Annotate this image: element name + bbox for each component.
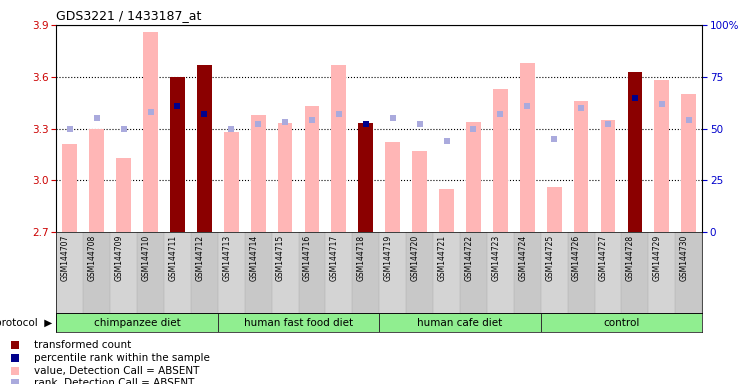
Bar <box>406 232 433 313</box>
Bar <box>56 313 218 332</box>
Text: GSM144711: GSM144711 <box>168 235 177 281</box>
Text: GSM144709: GSM144709 <box>115 235 124 281</box>
Bar <box>331 65 346 232</box>
Bar <box>251 115 266 232</box>
Bar <box>83 232 110 313</box>
Bar <box>654 80 669 232</box>
Bar <box>305 106 319 232</box>
Text: control: control <box>603 318 640 328</box>
Text: transformed count: transformed count <box>34 339 131 350</box>
Text: GSM144730: GSM144730 <box>680 235 689 281</box>
Bar <box>622 232 648 313</box>
Text: GSM144728: GSM144728 <box>626 235 635 281</box>
Bar <box>385 142 400 232</box>
Bar <box>675 232 702 313</box>
Text: GSM144725: GSM144725 <box>545 235 554 281</box>
Text: GSM144727: GSM144727 <box>599 235 608 281</box>
Bar <box>648 232 675 313</box>
Text: GSM144717: GSM144717 <box>330 235 339 281</box>
Text: percentile rank within the sample: percentile rank within the sample <box>34 353 210 362</box>
Text: GSM144715: GSM144715 <box>276 235 285 281</box>
Bar <box>379 313 541 332</box>
Bar <box>170 77 185 232</box>
Bar <box>574 101 589 232</box>
Bar <box>433 232 460 313</box>
Text: human cafe diet: human cafe diet <box>418 318 502 328</box>
Bar <box>541 232 568 313</box>
Text: GSM144714: GSM144714 <box>249 235 258 281</box>
Bar <box>224 132 239 232</box>
Bar <box>487 232 514 313</box>
Bar <box>628 71 642 232</box>
Text: human fast food diet: human fast food diet <box>244 318 353 328</box>
Text: GSM144712: GSM144712 <box>195 235 204 281</box>
Text: GSM144721: GSM144721 <box>438 235 447 281</box>
Bar <box>56 232 83 313</box>
Bar <box>541 313 702 332</box>
Bar <box>218 313 379 332</box>
Bar <box>439 189 454 232</box>
Bar <box>681 94 696 232</box>
Bar <box>601 120 615 232</box>
Text: GSM144720: GSM144720 <box>411 235 420 281</box>
Bar <box>245 232 272 313</box>
Bar <box>164 232 191 313</box>
Text: GSM144723: GSM144723 <box>491 235 500 281</box>
Text: GSM144719: GSM144719 <box>384 235 393 281</box>
Bar <box>547 187 562 232</box>
Bar <box>460 232 487 313</box>
Bar <box>218 232 245 313</box>
Bar <box>110 232 137 313</box>
Text: GSM144718: GSM144718 <box>357 235 366 281</box>
Text: GSM144724: GSM144724 <box>518 235 527 281</box>
Text: GSM144726: GSM144726 <box>572 235 581 281</box>
Bar <box>352 232 379 313</box>
Bar <box>191 232 218 313</box>
Text: chimpanzee diet: chimpanzee diet <box>94 318 180 328</box>
Bar <box>278 124 292 232</box>
Bar <box>358 124 373 232</box>
Bar <box>520 63 535 232</box>
Bar <box>412 151 427 232</box>
Text: GSM144713: GSM144713 <box>222 235 231 281</box>
Bar <box>62 144 77 232</box>
Text: GDS3221 / 1433187_at: GDS3221 / 1433187_at <box>56 9 202 22</box>
Bar <box>89 129 104 232</box>
Bar <box>514 232 541 313</box>
Bar <box>197 65 212 232</box>
Text: GSM144722: GSM144722 <box>464 235 473 281</box>
Bar <box>272 232 299 313</box>
Text: protocol  ▶: protocol ▶ <box>0 318 53 328</box>
Bar <box>595 232 622 313</box>
Bar <box>325 232 352 313</box>
Bar <box>299 232 325 313</box>
Text: GSM144707: GSM144707 <box>61 235 70 281</box>
Text: GSM144708: GSM144708 <box>88 235 97 281</box>
Bar <box>116 158 131 232</box>
Bar <box>568 232 595 313</box>
Bar <box>137 232 164 313</box>
Bar <box>143 32 158 232</box>
Text: rank, Detection Call = ABSENT: rank, Detection Call = ABSENT <box>34 378 195 384</box>
Text: GSM144710: GSM144710 <box>141 235 150 281</box>
Text: value, Detection Call = ABSENT: value, Detection Call = ABSENT <box>34 366 199 376</box>
Bar <box>379 232 406 313</box>
Text: GSM144716: GSM144716 <box>303 235 312 281</box>
Text: GSM144729: GSM144729 <box>653 235 662 281</box>
Bar <box>466 122 481 232</box>
Bar <box>493 89 508 232</box>
